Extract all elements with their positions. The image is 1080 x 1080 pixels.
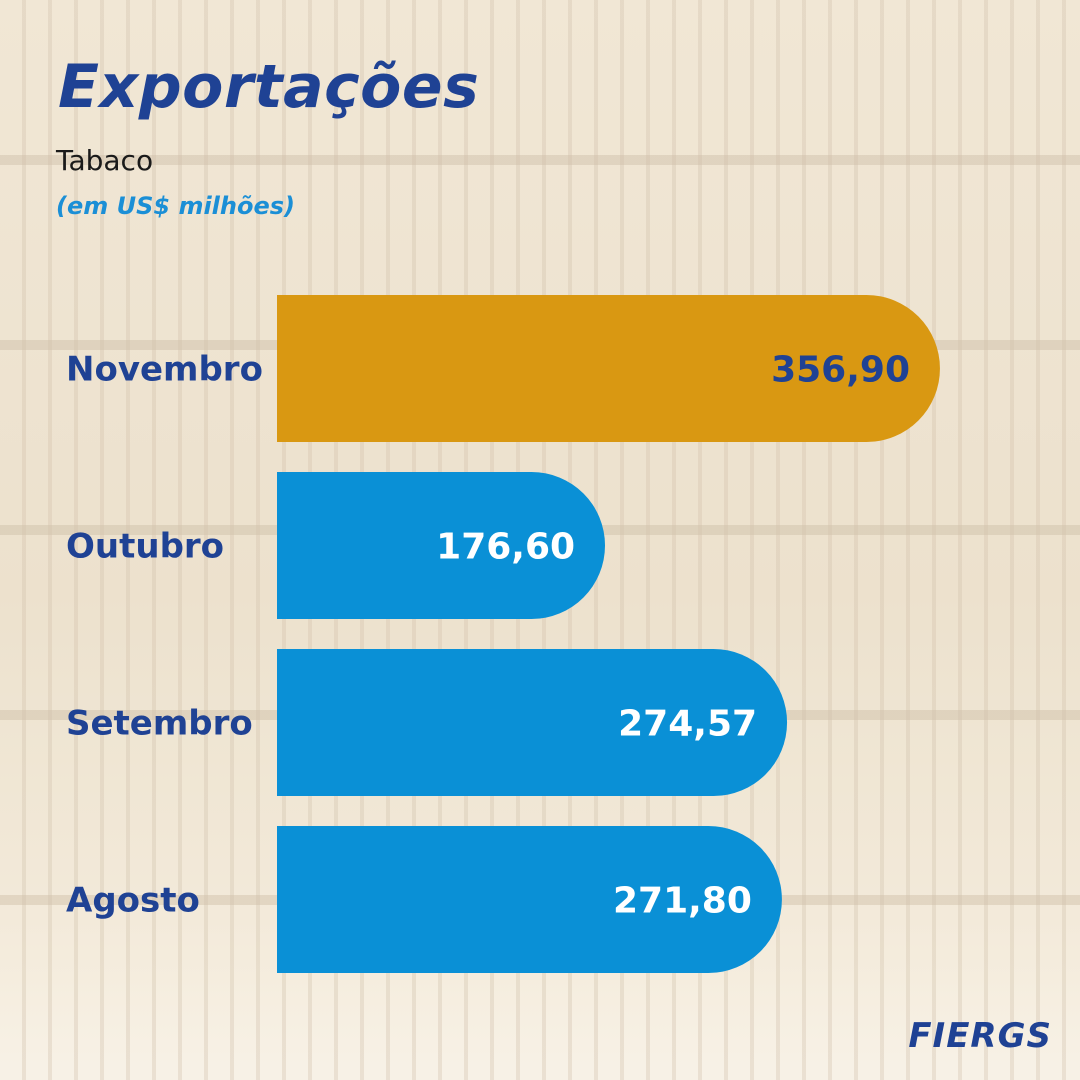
category-label-setembro: Setembro (66, 704, 253, 744)
category-label-outubro: Outubro (66, 527, 224, 567)
bar-setembro (277, 649, 788, 796)
bar-novembro (277, 295, 940, 442)
value-label-novembro: 356,90 (771, 350, 910, 391)
fiergs-logo: FIERGS (908, 1016, 1052, 1056)
bar-agosto (277, 826, 782, 973)
category-label-novembro: Novembro (66, 350, 263, 390)
value-label-agosto: 271,80 (613, 881, 752, 922)
chart-title: Exportações (58, 52, 480, 122)
value-label-setembro: 274,57 (618, 704, 757, 745)
unit-label: (em US$ milhões) (56, 192, 296, 220)
bar-outubro (277, 472, 606, 619)
value-label-outubro: 176,60 (436, 527, 575, 568)
chart-subtitle: Tabaco (56, 144, 154, 177)
category-label-agosto: Agosto (66, 881, 200, 921)
